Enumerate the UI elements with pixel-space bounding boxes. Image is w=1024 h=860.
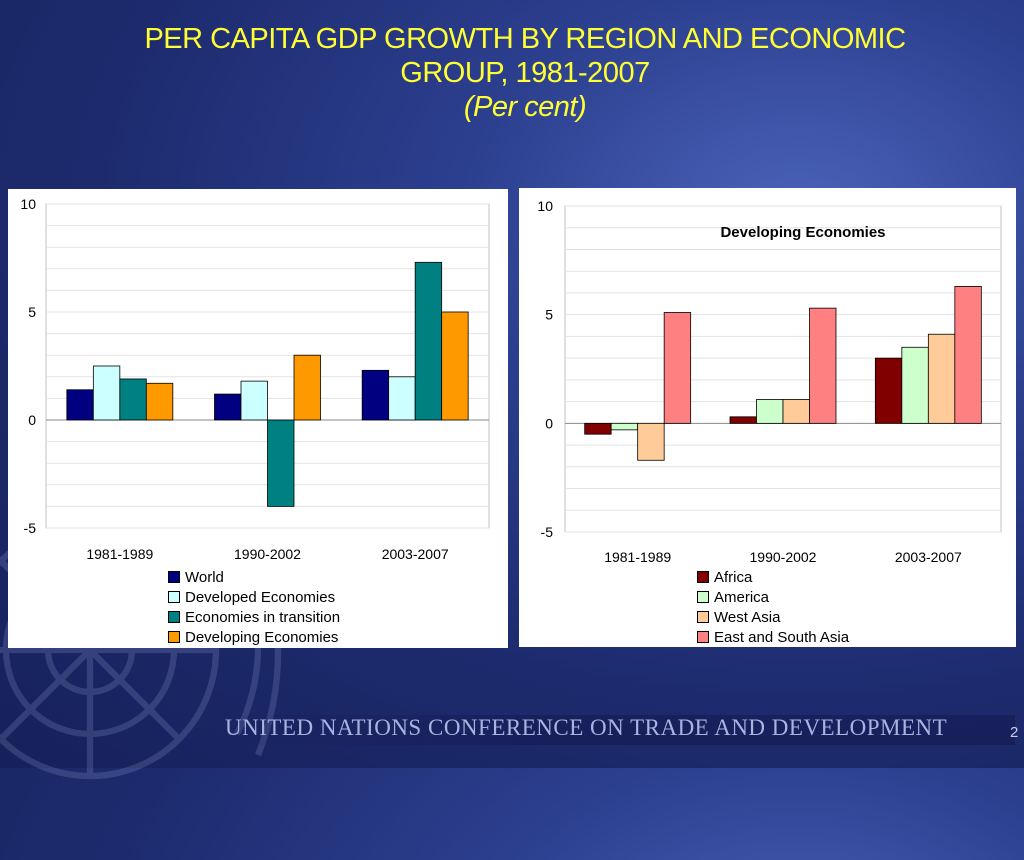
legend-swatch — [168, 611, 180, 623]
chart-panel-right: 10 5 0 -5 Developing Economies 1981-1989 1990-… — [519, 188, 1016, 647]
legend-swatch — [697, 631, 709, 643]
bar — [119, 378, 147, 421]
legend-swatch — [697, 611, 709, 623]
bar — [901, 346, 929, 424]
bar — [214, 393, 242, 421]
bar — [441, 311, 469, 421]
bar-chart-developing-regions: 10 5 0 -5 Developing Economies 1981-1989 1990-… — [537, 198, 1002, 565]
legend-item: East and South Asia — [697, 627, 907, 647]
y-tick-label: -5 — [24, 520, 37, 536]
legend-left: World Developed Economies Economies in tra… — [168, 567, 400, 647]
legend-label: America — [714, 588, 770, 606]
legend-swatch — [168, 591, 180, 603]
legend-label: World — [185, 568, 224, 586]
legend-item: Developed Economies — [168, 587, 400, 607]
x-category-label: 1981-1989 — [604, 549, 671, 565]
bar — [267, 419, 295, 507]
bar — [663, 312, 692, 424]
x-category-label: 1990-2002 — [234, 546, 301, 562]
x-category-label: 2003-2007 — [382, 546, 449, 562]
y-tick-label: 10 — [537, 198, 553, 214]
x-category-label: 1990-2002 — [750, 549, 817, 565]
legend-item: Economies in transition — [168, 607, 400, 627]
legend-item: Africa — [697, 567, 907, 587]
bar — [92, 365, 121, 421]
y-tick-label: 5 — [545, 307, 553, 323]
y-tick-label: 0 — [545, 415, 553, 431]
bar — [954, 286, 982, 424]
slide-title: PER CAPITA GDP GROWTH BY REGION AND ECON… — [0, 22, 1024, 124]
y-tick-label: 0 — [28, 412, 36, 428]
chart-title: Developing Economies — [720, 224, 885, 241]
page-number: 2 — [1010, 724, 1019, 741]
legend-item: West Asia — [697, 607, 907, 627]
title-line-2: GROUP, 1981-2007 — [400, 57, 650, 89]
bar — [414, 261, 443, 421]
legend-label: Developing Economies — [185, 628, 339, 646]
legend-swatch — [697, 571, 709, 583]
legend-item: America — [697, 587, 907, 607]
legend-item: Developing Economies — [168, 627, 400, 647]
bar — [240, 380, 268, 421]
bar — [361, 369, 390, 421]
bar — [729, 416, 757, 424]
bar — [145, 382, 174, 421]
legend-label: West Asia — [714, 608, 781, 626]
chart-panel-left: 10 5 0 -5 1981-1989 1990-2002 2003-2007 World D… — [8, 189, 508, 648]
legend-right: Africa America West Asia East and South Asi… — [697, 567, 907, 647]
bar — [584, 422, 612, 435]
footer-text: UNITED NATIONS CONFERENCE ON TRADE AND D… — [225, 715, 948, 740]
legend-label: Economies in transition — [185, 608, 341, 626]
legend-swatch — [168, 631, 180, 643]
bar — [637, 422, 665, 461]
bar — [293, 354, 321, 421]
legend-label: Developed Economies — [185, 588, 336, 606]
y-tick-label: 5 — [28, 304, 36, 320]
y-tick-label: 10 — [20, 196, 36, 212]
bar — [66, 389, 94, 421]
y-tick-label: -5 — [541, 524, 554, 540]
x-category-label: 2003-2007 — [895, 549, 962, 565]
legend-swatch — [168, 571, 180, 583]
bar — [610, 422, 639, 431]
bar-chart-by-group: 10 5 0 -5 1981-1989 1990-2002 2003-2007 — [20, 196, 490, 562]
bar — [874, 357, 903, 424]
bar — [809, 307, 837, 424]
legend-item: World — [168, 567, 400, 587]
legend-label: Africa — [714, 568, 753, 586]
bar — [756, 399, 784, 424]
legend-label: East and South Asia — [714, 628, 850, 646]
bar — [927, 333, 956, 424]
title-subtitle: (Per cent) — [463, 91, 587, 123]
footer-band — [225, 715, 1015, 745]
bar — [388, 376, 416, 421]
legend-swatch — [697, 591, 709, 603]
title-line-1: PER CAPITA GDP GROWTH BY REGION AND ECON… — [144, 23, 906, 55]
bar — [782, 399, 810, 424]
x-category-label: 1981-1989 — [86, 546, 153, 562]
